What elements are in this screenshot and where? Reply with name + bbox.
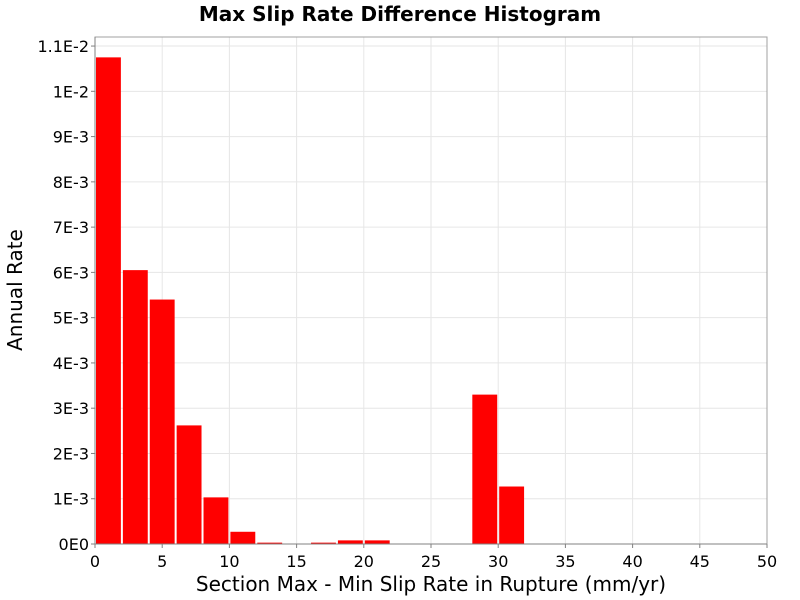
plot-area: 0 5 10 15 20 25 30 35 40 45 50 0E0 1E-3 2E-3 3E-3 4E-3 5… xyxy=(37,36,777,571)
histogram-bar xyxy=(230,531,256,544)
chart-title: Max Slip Rate Difference Histogram xyxy=(199,2,601,26)
histogram-bar xyxy=(472,394,498,544)
histogram-bar xyxy=(311,542,336,544)
x-tick-label: 45 xyxy=(690,552,710,571)
y-axis-label: Annual Rate xyxy=(3,229,27,351)
x-tick-label: 25 xyxy=(421,552,441,571)
x-tick-label: 50 xyxy=(757,552,777,571)
x-tick-label: 0 xyxy=(90,552,100,571)
y-tick-label: 2E-3 xyxy=(53,444,89,463)
histogram-bar xyxy=(364,540,390,544)
x-tick-label: 15 xyxy=(286,552,306,571)
y-tick-label: 0E0 xyxy=(59,535,89,554)
y-tick-label: 3E-3 xyxy=(53,399,89,418)
x-tick-label: 30 xyxy=(488,552,508,571)
y-tick-label: 1E-3 xyxy=(53,490,89,509)
histogram-bar xyxy=(96,57,121,544)
x-tick-label: 40 xyxy=(622,552,642,571)
x-axis-label: Section Max - Min Slip Rate in Rupture (… xyxy=(196,572,666,596)
y-tick-label: 9E-3 xyxy=(53,128,89,147)
y-tick-label: 1.1E-2 xyxy=(37,37,89,56)
x-tick-label: 35 xyxy=(555,552,575,571)
y-tick-label: 7E-3 xyxy=(53,218,89,237)
y-tick-label: 5E-3 xyxy=(53,309,89,328)
histogram-bar xyxy=(203,497,229,544)
histogram-bar xyxy=(149,299,175,544)
histogram-bar xyxy=(176,425,202,544)
histogram-bar xyxy=(499,486,525,544)
histogram-bar xyxy=(337,540,363,544)
x-tick-label: 5 xyxy=(157,552,167,571)
histogram-bar xyxy=(122,270,148,544)
x-tick-label: 20 xyxy=(354,552,374,571)
y-tick-label: 4E-3 xyxy=(53,354,89,373)
histogram-bar xyxy=(257,542,283,544)
y-tick-label: 1E-2 xyxy=(53,82,89,101)
y-tick-label: 8E-3 xyxy=(53,173,89,192)
x-tick-label: 10 xyxy=(219,552,239,571)
y-tick-label: 6E-3 xyxy=(53,263,89,282)
